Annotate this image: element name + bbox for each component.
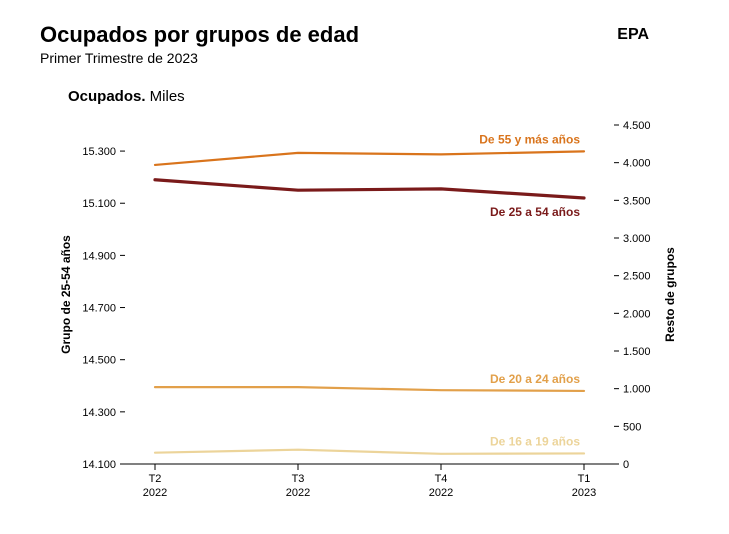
svg-text:15.300: 15.300 bbox=[82, 146, 116, 158]
svg-text:Grupo de 25-54 años: Grupo de 25-54 años bbox=[59, 235, 73, 354]
svg-text:De 25 a 54 años: De 25 a 54 años bbox=[490, 205, 580, 219]
svg-text:Resto de grupos: Resto de grupos bbox=[663, 247, 677, 342]
source-tag: EPA bbox=[617, 26, 649, 44]
svg-text:0: 0 bbox=[623, 459, 629, 471]
svg-text:4.000: 4.000 bbox=[623, 158, 651, 170]
svg-text:3.000: 3.000 bbox=[623, 233, 651, 245]
svg-text:De 16 a 19 años: De 16 a 19 años bbox=[490, 434, 580, 448]
svg-text:T2: T2 bbox=[149, 473, 162, 485]
svg-text:T3: T3 bbox=[292, 473, 305, 485]
svg-text:15.100: 15.100 bbox=[82, 198, 116, 210]
page-title: Ocupados por grupos de edad bbox=[40, 22, 699, 48]
svg-text:14.100: 14.100 bbox=[82, 459, 116, 471]
svg-text:500: 500 bbox=[623, 421, 641, 433]
svg-text:T1: T1 bbox=[578, 473, 591, 485]
svg-text:De 20 a 24 años: De 20 a 24 años bbox=[490, 372, 580, 386]
svg-text:4.500: 4.500 bbox=[623, 120, 651, 132]
svg-text:14.900: 14.900 bbox=[82, 250, 116, 262]
svg-text:2022: 2022 bbox=[286, 487, 310, 499]
chart-title-rest: Miles bbox=[146, 88, 185, 105]
svg-text:2022: 2022 bbox=[143, 487, 167, 499]
svg-text:1.500: 1.500 bbox=[623, 346, 651, 358]
svg-text:2022: 2022 bbox=[429, 487, 453, 499]
svg-text:T4: T4 bbox=[435, 473, 448, 485]
svg-text:2023: 2023 bbox=[572, 487, 596, 499]
svg-text:2.500: 2.500 bbox=[623, 271, 651, 283]
chart-area: 14.100 14.300 14.500 14.700 14.900 15.100 15.3… bbox=[40, 105, 699, 524]
svg-text:3.500: 3.500 bbox=[623, 195, 651, 207]
chart-title: Ocupados. Miles bbox=[68, 88, 699, 105]
page-subtitle: Primer Trimestre de 2023 bbox=[40, 50, 699, 66]
line-chart: 14.100 14.300 14.500 14.700 14.900 15.100 15.3… bbox=[40, 105, 699, 524]
svg-text:2.000: 2.000 bbox=[623, 308, 651, 320]
svg-text:14.700: 14.700 bbox=[82, 303, 116, 315]
chart-title-bold: Ocupados. bbox=[68, 88, 146, 105]
svg-text:14.300: 14.300 bbox=[82, 407, 116, 419]
svg-text:1.000: 1.000 bbox=[623, 384, 651, 396]
svg-text:14.500: 14.500 bbox=[82, 355, 116, 367]
svg-text:De 55 y más años: De 55 y más años bbox=[479, 132, 580, 146]
